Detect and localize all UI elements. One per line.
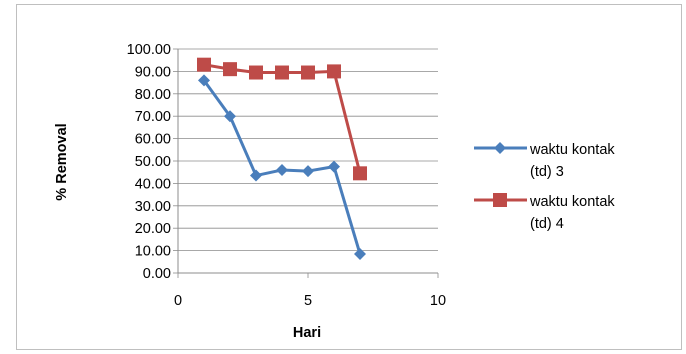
series-1 (198, 74, 366, 260)
legend-entry-2: waktu kontak (td) 4 (474, 193, 615, 232)
chart-frame (16, 4, 682, 350)
data-point-square (197, 57, 211, 72)
y-tick-labels: 0.00 10.00 20.00 30.00 40.00 50.00 60.00 70.00 8… (127, 42, 171, 282)
y-tick-label: 10.00 (135, 244, 171, 260)
data-point-diamond (328, 160, 340, 173)
data-point-diamond (302, 165, 314, 178)
legend-entry-1: waktu kontak (td) 3 (474, 142, 615, 180)
legend-label: (td) 3 (530, 164, 564, 180)
legend: waktu kontak (td) 3 waktu kontak (td) 4 (474, 142, 615, 232)
y-tick-label: 100.00 (127, 42, 171, 58)
data-point-diamond (224, 110, 236, 123)
data-point-diamond (198, 74, 210, 87)
series-group (197, 57, 367, 260)
data-point-diamond (354, 247, 366, 260)
x-axis-title: Hari (293, 325, 321, 341)
legend-label: waktu kontak (529, 142, 615, 158)
data-point-square (327, 64, 341, 79)
y-tick-label: 40.00 (135, 176, 171, 192)
x-tick-label: 0 (174, 293, 182, 309)
series-2 (197, 57, 367, 181)
y-tick-label: 60.00 (135, 132, 171, 148)
x-tick-labels: 0 5 10 (174, 293, 446, 309)
y-axis-title: % Removal (54, 123, 70, 200)
data-point-square (301, 65, 315, 80)
data-point-diamond (494, 142, 506, 154)
data-point-square (353, 166, 367, 181)
x-tick-label: 10 (430, 293, 446, 309)
y-tick-label: 0.00 (143, 266, 171, 282)
axes (173, 48, 439, 278)
data-point-diamond (250, 169, 262, 182)
y-tick-label: 80.00 (135, 87, 171, 103)
data-point-diamond (276, 163, 288, 176)
y-tick-label: 70.00 (135, 109, 171, 125)
data-point-square (275, 65, 289, 80)
legend-label: waktu kontak (529, 194, 615, 210)
y-tick-label: 90.00 (135, 64, 171, 80)
data-point-square (249, 65, 263, 80)
data-point-square (223, 62, 237, 77)
legend-label: (td) 4 (530, 216, 564, 232)
y-tick-label: 30.00 (135, 199, 171, 215)
y-tick-label: 20.00 (135, 221, 171, 237)
x-tick-label: 5 (304, 293, 312, 309)
data-point-square (493, 193, 507, 207)
y-tick-label: 50.00 (135, 154, 171, 170)
